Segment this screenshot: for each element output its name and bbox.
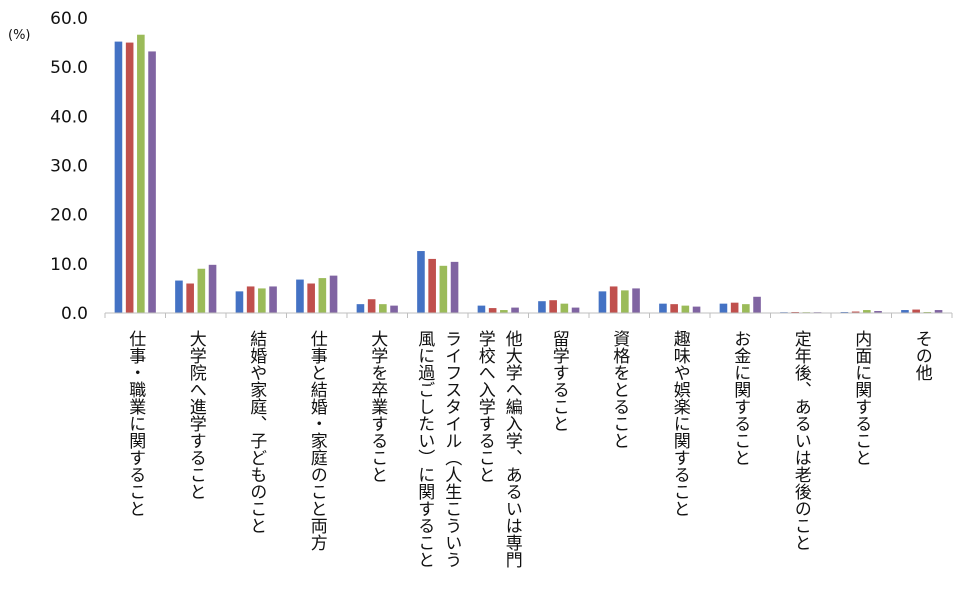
- bar: [450, 261, 459, 313]
- bar: [901, 310, 909, 313]
- bar: [379, 304, 387, 313]
- bar: [511, 307, 519, 313]
- bar: [538, 301, 546, 313]
- bar: [670, 304, 678, 313]
- bar: [208, 264, 217, 313]
- bar: [197, 268, 206, 313]
- bar: [598, 291, 607, 313]
- category-label: 留学すること: [549, 330, 569, 432]
- bar: [296, 279, 304, 313]
- bar: [560, 303, 569, 313]
- bar: [488, 308, 497, 313]
- bar: [549, 300, 557, 313]
- bar: [719, 303, 728, 313]
- bar: [367, 299, 376, 313]
- bar: [874, 311, 882, 313]
- bar: [571, 307, 580, 313]
- bar: [742, 304, 750, 313]
- bar: [137, 34, 145, 313]
- bar: [390, 305, 398, 313]
- bar: [148, 51, 156, 313]
- bar: [934, 310, 943, 313]
- bar: [246, 286, 255, 313]
- category-label: 大学を卒業すること: [367, 330, 388, 483]
- y-tick-label: 60.0: [50, 9, 88, 29]
- category-label: 資格をとること: [609, 330, 630, 449]
- bar: [863, 310, 871, 313]
- bar: [621, 290, 629, 313]
- y-tick-label: 40.0: [50, 107, 88, 127]
- bar: [753, 296, 761, 313]
- bar: [912, 309, 920, 313]
- category-label: 学校へ入学すること: [475, 330, 496, 483]
- bar: [269, 286, 277, 313]
- category-label: 仕事と結婚・家庭のこと両方: [307, 330, 328, 551]
- x-axis-tick-marks: [104, 313, 953, 318]
- category-label: その他: [912, 330, 933, 381]
- bar: [659, 303, 667, 313]
- category-label: お金に関すること: [730, 330, 751, 466]
- category-label: 風に過ごしたい）に関すること: [414, 330, 435, 568]
- bar: [307, 283, 315, 313]
- category-labels: 仕事・職業に関すること 大学院へ進学すること 結婚や家庭、子どものこと 仕事と結婚・家…: [125, 330, 932, 569]
- bar: [851, 311, 860, 313]
- bar: [477, 305, 486, 313]
- bar: [125, 42, 134, 313]
- bar: [692, 306, 701, 313]
- bar: [681, 305, 690, 313]
- category-label: 定年後、あるいは老後のこと: [791, 330, 812, 551]
- bar: [439, 265, 448, 313]
- y-tick-label: 0.0: [61, 304, 88, 324]
- bar: [609, 286, 618, 313]
- bar: [329, 275, 338, 313]
- bar: [175, 280, 183, 313]
- y-tick-label: 20.0: [50, 206, 88, 226]
- bar: [258, 288, 266, 313]
- category-label: 内面に関すること: [851, 330, 872, 466]
- bar: [186, 283, 194, 313]
- bar: [318, 278, 327, 313]
- bar: [417, 251, 425, 313]
- bar: [730, 302, 739, 313]
- bar: [235, 291, 244, 313]
- bar: [500, 310, 508, 313]
- category-label: 仕事・職業に関すること: [125, 330, 146, 517]
- y-axis-ticks: 0.0 10.0 20.0 30.0 40.0 50.0 60.0: [50, 9, 88, 324]
- y-axis-unit-label: (%): [8, 28, 31, 43]
- category-label: 結婚や家庭、子どものこと: [246, 330, 267, 534]
- y-tick-label: 50.0: [50, 58, 88, 78]
- bar: [114, 41, 123, 313]
- category-label: 趣味や娯楽に関すること: [670, 330, 691, 517]
- bar: [356, 304, 365, 313]
- category-label: ライフスタイル（人生こういう: [441, 330, 462, 568]
- bars: [114, 34, 943, 313]
- category-label: 大学院へ進学すること: [186, 330, 207, 500]
- y-tick-label: 10.0: [50, 255, 88, 275]
- bar: [428, 258, 436, 313]
- bar: [632, 288, 640, 313]
- y-tick-label: 30.0: [50, 157, 88, 177]
- category-label: 他大学へ編入学、あるいは専門: [502, 330, 523, 569]
